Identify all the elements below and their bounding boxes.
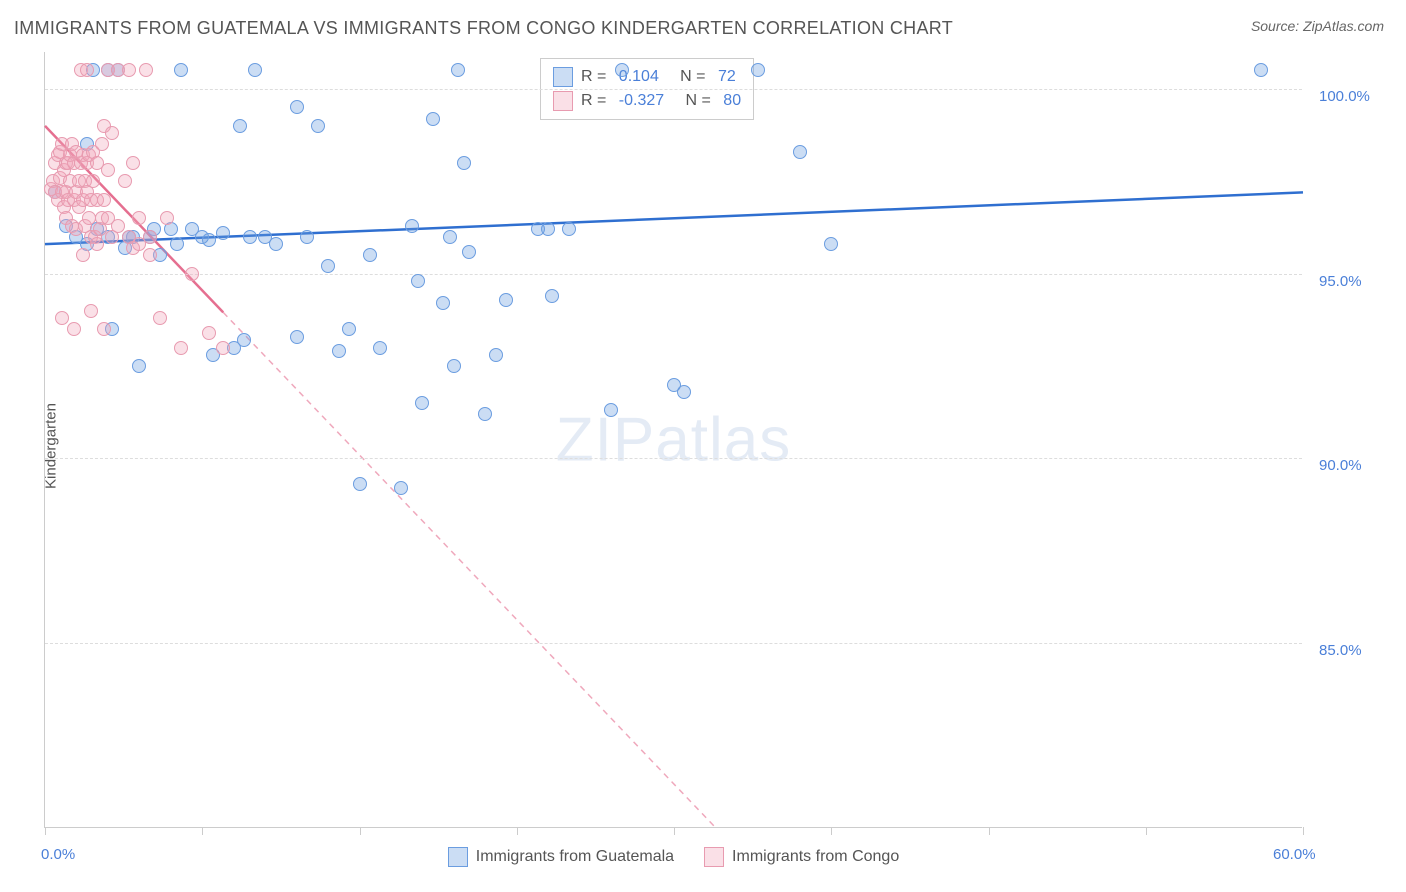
legend-label: Immigrants from Guatemala bbox=[476, 848, 674, 866]
scatter-point bbox=[489, 348, 503, 362]
scatter-point bbox=[202, 326, 216, 340]
x-tick bbox=[989, 827, 990, 835]
scatter-point bbox=[160, 211, 174, 225]
stat-n-label: N = bbox=[672, 92, 715, 110]
gridline bbox=[45, 274, 1302, 275]
gridline bbox=[45, 458, 1302, 459]
source-label: Source: ZipAtlas.com bbox=[1251, 18, 1384, 34]
scatter-point bbox=[447, 359, 461, 373]
chart-plot-area: ZIPatlas R = 0.104 N = 72R = -0.327 N = … bbox=[44, 52, 1302, 828]
x-tick bbox=[360, 827, 361, 835]
scatter-point bbox=[615, 63, 629, 77]
scatter-point bbox=[143, 230, 157, 244]
scatter-point bbox=[373, 341, 387, 355]
scatter-point bbox=[118, 174, 132, 188]
x-tick bbox=[1146, 827, 1147, 835]
x-tick bbox=[202, 827, 203, 835]
x-tick bbox=[831, 827, 832, 835]
stat-n-value: 72 bbox=[718, 68, 736, 86]
scatter-point bbox=[202, 233, 216, 247]
x-tick bbox=[1303, 827, 1304, 835]
scatter-point bbox=[405, 219, 419, 233]
scatter-point bbox=[216, 341, 230, 355]
stat-n-label: N = bbox=[667, 68, 710, 86]
bottom-legend: Immigrants from Guatemala Immigrants from… bbox=[45, 847, 1302, 867]
scatter-point bbox=[95, 137, 109, 151]
scatter-point bbox=[269, 237, 283, 251]
scatter-point bbox=[185, 267, 199, 281]
scatter-point bbox=[97, 193, 111, 207]
scatter-point bbox=[443, 230, 457, 244]
regression-lines bbox=[45, 52, 1302, 827]
scatter-point bbox=[76, 248, 90, 262]
legend-swatch bbox=[448, 847, 468, 867]
scatter-point bbox=[793, 145, 807, 159]
scatter-point bbox=[97, 322, 111, 336]
legend-swatch bbox=[704, 847, 724, 867]
scatter-point bbox=[290, 100, 304, 114]
scatter-point bbox=[300, 230, 314, 244]
y-tick-label: 90.0% bbox=[1319, 457, 1362, 474]
scatter-point bbox=[233, 119, 247, 133]
gridline bbox=[45, 89, 1302, 90]
scatter-point bbox=[426, 112, 440, 126]
scatter-point bbox=[332, 344, 346, 358]
stat-r-label: R = bbox=[581, 92, 611, 110]
scatter-point bbox=[290, 330, 304, 344]
scatter-point bbox=[499, 293, 513, 307]
scatter-point bbox=[126, 156, 140, 170]
y-tick-label: 85.0% bbox=[1319, 642, 1362, 659]
stat-n-value: 80 bbox=[723, 92, 741, 110]
stats-row: R = -0.327 N = 80 bbox=[553, 89, 741, 113]
legend-label: Immigrants from Congo bbox=[732, 848, 899, 866]
x-tick bbox=[45, 827, 46, 835]
scatter-point bbox=[353, 477, 367, 491]
scatter-point bbox=[143, 248, 157, 262]
stat-r-value: -0.327 bbox=[619, 92, 664, 110]
x-tick bbox=[674, 827, 675, 835]
y-tick-label: 95.0% bbox=[1319, 273, 1362, 290]
scatter-point bbox=[111, 219, 125, 233]
legend-item: Immigrants from Guatemala bbox=[448, 847, 674, 867]
scatter-point bbox=[311, 119, 325, 133]
stats-row: R = 0.104 N = 72 bbox=[553, 65, 741, 89]
chart-title: IMMIGRANTS FROM GUATEMALA VS IMMIGRANTS … bbox=[14, 18, 953, 39]
x-tick bbox=[517, 827, 518, 835]
legend-swatch bbox=[553, 91, 573, 111]
legend-item: Immigrants from Congo bbox=[704, 847, 899, 867]
scatter-point bbox=[84, 304, 98, 318]
y-tick-label: 100.0% bbox=[1319, 88, 1370, 105]
scatter-point bbox=[174, 341, 188, 355]
scatter-point bbox=[462, 245, 476, 259]
scatter-point bbox=[55, 311, 69, 325]
gridline bbox=[45, 643, 1302, 644]
legend-swatch bbox=[553, 67, 573, 87]
stat-r-label: R = bbox=[581, 68, 611, 86]
